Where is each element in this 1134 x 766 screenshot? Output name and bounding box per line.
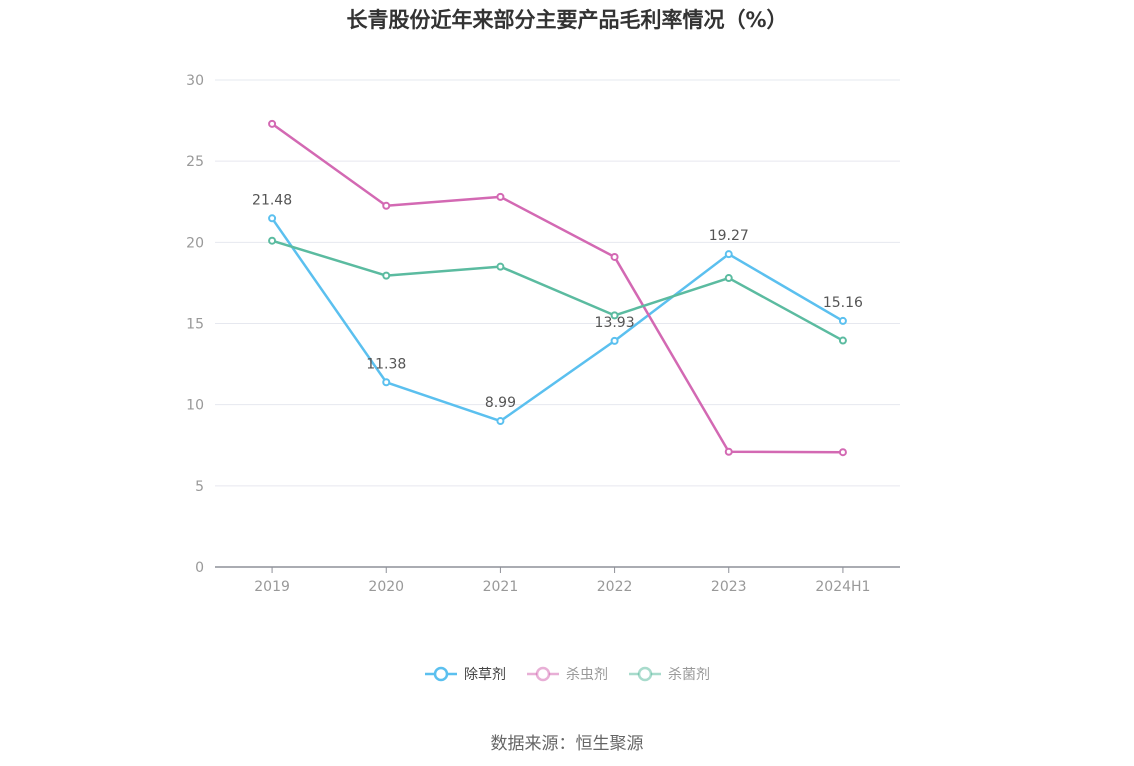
data-point[interactable] bbox=[268, 236, 277, 245]
data-point[interactable] bbox=[838, 336, 847, 345]
legend-item[interactable]: 杀虫剂 bbox=[526, 664, 608, 684]
data-point[interactable] bbox=[382, 378, 391, 387]
legend-marker-icon bbox=[425, 666, 457, 682]
y-tick-label: 15 bbox=[186, 317, 204, 333]
x-tick-label: 2023 bbox=[711, 579, 747, 595]
legend-label: 除草剂 bbox=[464, 667, 506, 683]
legend-item[interactable]: 杀菌剂 bbox=[628, 664, 710, 684]
y-tick-label: 20 bbox=[186, 235, 204, 251]
y-tick-label: 30 bbox=[186, 73, 204, 89]
y-tick-label: 5 bbox=[195, 479, 204, 495]
data-point[interactable] bbox=[610, 252, 619, 261]
series-line-2 bbox=[271, 239, 844, 342]
series-line-1 bbox=[271, 122, 843, 454]
data-point[interactable] bbox=[496, 192, 505, 201]
data-label: 13.93 bbox=[595, 315, 635, 331]
data-point[interactable] bbox=[268, 119, 277, 128]
data-point[interactable] bbox=[724, 447, 733, 456]
x-tick-label: 2020 bbox=[368, 579, 404, 595]
data-point[interactable] bbox=[610, 336, 619, 345]
data-label: 21.48 bbox=[252, 192, 292, 208]
x-tick-label: 2022 bbox=[597, 579, 633, 595]
series-line-0 bbox=[271, 217, 844, 423]
data-label: 11.38 bbox=[366, 356, 406, 372]
legend-label: 杀菌剂 bbox=[668, 667, 710, 683]
legend: 除草剂 杀虫剂 杀菌剂 bbox=[0, 664, 1134, 684]
data-point[interactable] bbox=[382, 201, 391, 210]
data-source: 数据来源：恒生聚源 bbox=[490, 734, 644, 754]
x-tick-label: 2019 bbox=[254, 579, 290, 595]
data-point[interactable] bbox=[838, 316, 847, 325]
line-chart: 0 5 10 15 20 25 30 2019 2020 2021 2022 2023 2024H1 2… bbox=[186, 73, 900, 595]
y-tick-label: 25 bbox=[186, 154, 204, 170]
x-tick-label: 2021 bbox=[483, 579, 519, 595]
legend-marker-icon bbox=[629, 666, 661, 682]
x-tick-label: 2024H1 bbox=[815, 579, 870, 595]
data-point[interactable] bbox=[724, 274, 733, 283]
data-label: 15.16 bbox=[823, 295, 863, 311]
data-point[interactable] bbox=[610, 311, 619, 320]
data-point[interactable] bbox=[724, 250, 733, 259]
y-tick-label: 10 bbox=[186, 398, 204, 414]
legend-label: 杀虫剂 bbox=[566, 667, 608, 683]
data-label: 8.99 bbox=[485, 395, 516, 411]
legend-marker-icon bbox=[527, 666, 559, 682]
data-point[interactable] bbox=[382, 271, 391, 280]
data-point[interactable] bbox=[268, 214, 277, 223]
y-tick-label: 0 bbox=[195, 560, 204, 576]
data-point[interactable] bbox=[496, 417, 505, 426]
data-label: 19.27 bbox=[709, 228, 749, 244]
data-point[interactable] bbox=[496, 262, 505, 271]
chart-title: 长青股份近年来部分主要产品毛利率情况（%） bbox=[346, 8, 788, 32]
data-point[interactable] bbox=[838, 448, 847, 457]
legend-item[interactable]: 除草剂 bbox=[424, 664, 506, 684]
